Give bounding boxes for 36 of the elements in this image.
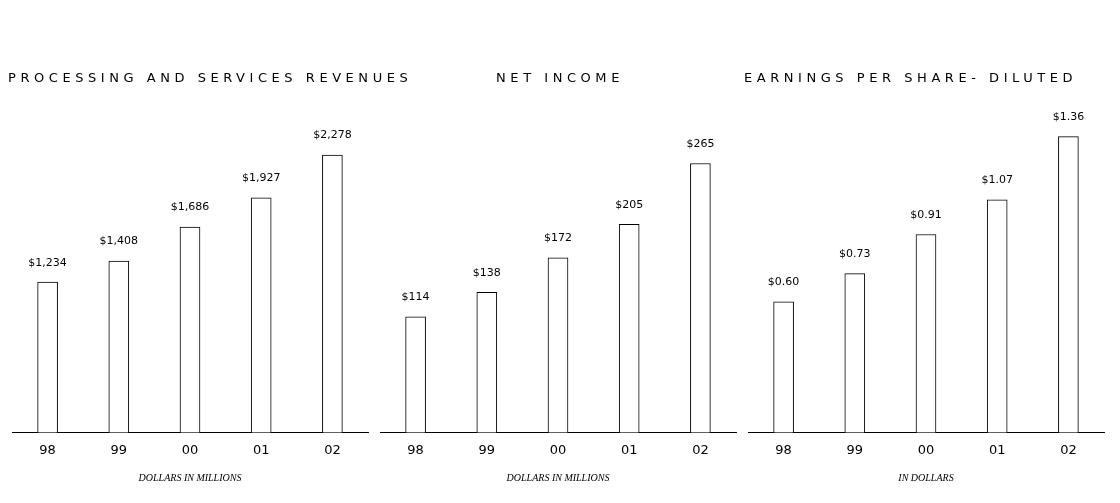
x-tick-label: 99 xyxy=(478,441,496,457)
data-label: $1,927 xyxy=(241,171,281,185)
x-tick-label: 00 xyxy=(181,441,199,457)
data-label: $2,278 xyxy=(313,128,352,142)
data-label: $205 xyxy=(615,197,644,211)
x-axis-title: DOLLARS IN MILLIONS xyxy=(505,471,610,483)
x-tick-label: 02 xyxy=(692,441,709,457)
chart-title: PROCESSING AND SERVICES REVENUES xyxy=(8,69,413,87)
x-tick-label: 98 xyxy=(39,441,56,457)
x-tick-label: 00 xyxy=(549,441,567,457)
x-tick-label: 98 xyxy=(775,441,792,457)
chart-title: EARNINGS PER SHARE- DILUTED xyxy=(744,69,1078,87)
data-label: $1,408 xyxy=(99,234,139,248)
x-tick-label: 02 xyxy=(1060,441,1077,457)
data-label: $1,686 xyxy=(170,200,210,214)
x-tick-label: 99 xyxy=(110,441,128,457)
data-label: $114 xyxy=(401,290,430,304)
x-axis-title: IN DOLLARS xyxy=(897,471,954,483)
x-tick-label: 01 xyxy=(620,441,638,457)
x-tick-label: 00 xyxy=(917,441,935,457)
x-tick-label: 99 xyxy=(846,441,864,457)
data-label: $138 xyxy=(472,265,501,279)
data-label: $0.60 xyxy=(767,275,800,289)
data-label: $1,234 xyxy=(28,255,67,269)
x-tick-label: 98 xyxy=(407,441,424,457)
data-label: $265 xyxy=(686,136,715,150)
x-tick-label: 02 xyxy=(324,441,341,457)
x-tick-label: 01 xyxy=(988,441,1006,457)
chart-title: NET INCOME xyxy=(496,69,624,87)
x-axis-title: DOLLARS IN MILLIONS xyxy=(137,471,242,483)
data-label: $1.36 xyxy=(1052,110,1085,124)
data-label: $1.07 xyxy=(981,173,1013,187)
data-label: $172 xyxy=(544,231,572,245)
data-label: $0.73 xyxy=(839,247,871,261)
data-label: $0.91 xyxy=(910,207,942,221)
x-tick-label: 01 xyxy=(252,441,270,457)
